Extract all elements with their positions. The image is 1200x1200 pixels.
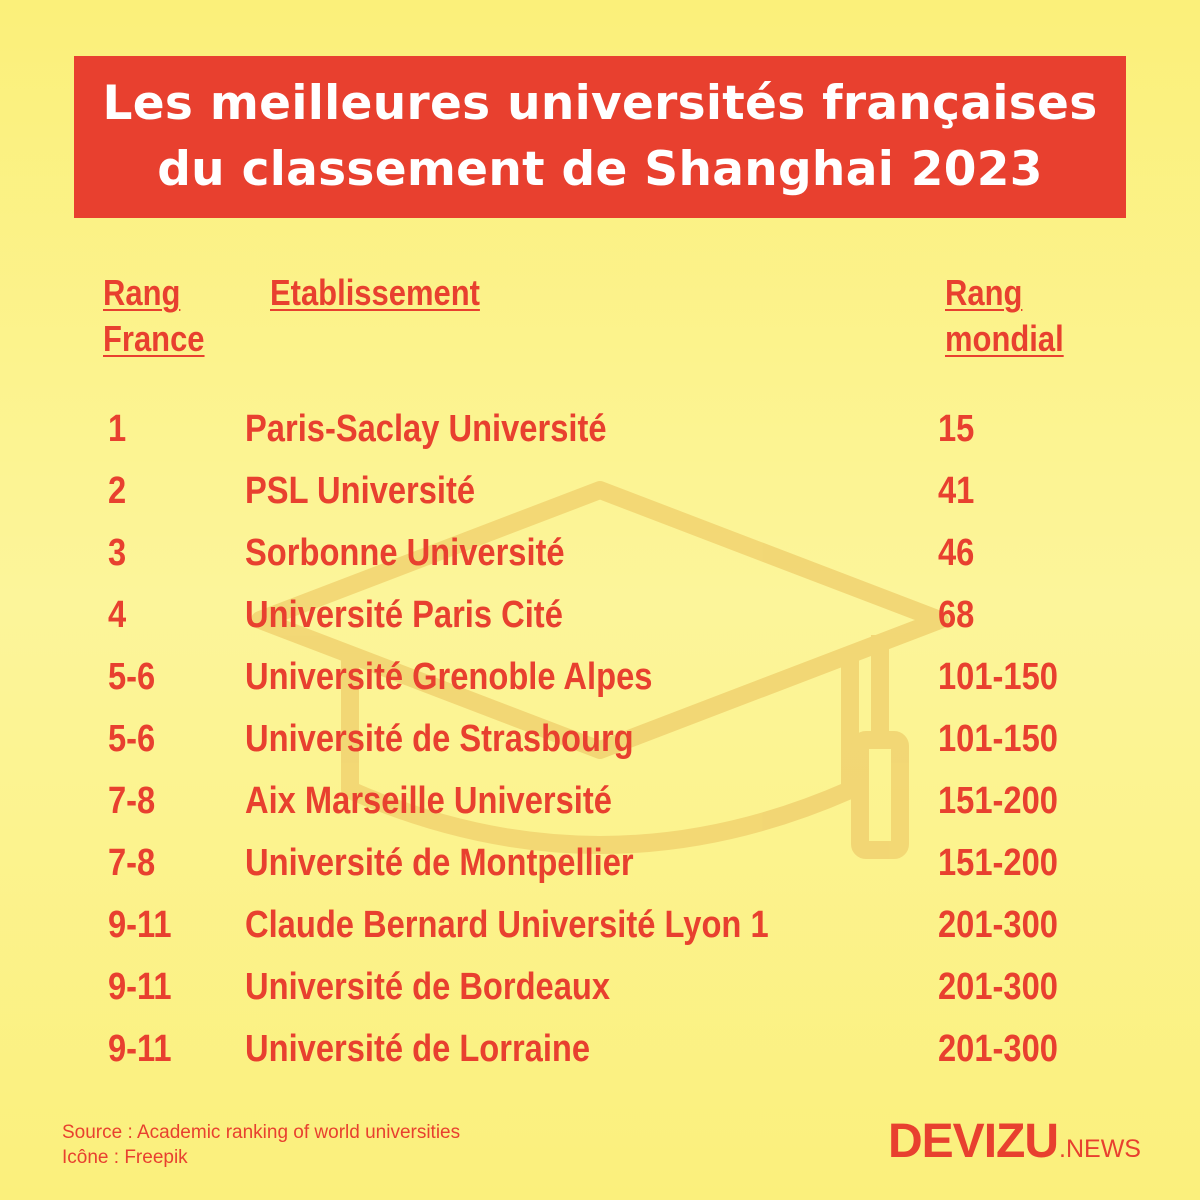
institution-name: Université de Lorraine bbox=[245, 1028, 591, 1070]
title-line-2: du classement de Shanghai 2023 bbox=[157, 142, 1043, 197]
rank-world: 201-300 bbox=[938, 966, 1058, 1008]
title-banner: Les meilleures universités françaises du… bbox=[74, 56, 1126, 218]
title-line-1: Les meilleures universités françaises bbox=[102, 76, 1098, 131]
rank-france: 5-6 bbox=[108, 656, 156, 698]
rank-france: 9-11 bbox=[108, 1028, 172, 1070]
table-row: 7-8 Université de Montpellier 151-200 bbox=[0, 834, 1200, 896]
logo-main-text: DEVIZU bbox=[888, 1115, 1059, 1168]
rank-world: 151-200 bbox=[938, 780, 1058, 822]
header-institution: Etablissement bbox=[270, 272, 480, 313]
rank-france: 9-11 bbox=[108, 904, 172, 946]
institution-name: Aix Marseille Université bbox=[245, 780, 612, 822]
institution-name: Université de Bordeaux bbox=[245, 966, 611, 1008]
institution-name: Paris-Saclay Université bbox=[245, 408, 607, 450]
table-row: 5-6 Université de Strasbourg 101-150 bbox=[0, 710, 1200, 772]
table-row: 9-11 Université de Lorraine 201-300 bbox=[0, 1020, 1200, 1082]
rank-world: 41 bbox=[938, 470, 975, 512]
rank-world: 201-300 bbox=[938, 1028, 1058, 1070]
devizu-logo: DEVIZU.NEWS bbox=[888, 1114, 1141, 1169]
institution-name: Sorbonne Université bbox=[245, 532, 565, 574]
rank-world: 15 bbox=[938, 408, 975, 450]
institution-name: PSL Université bbox=[245, 470, 476, 512]
source-text: Source : Academic ranking of world unive… bbox=[62, 1122, 461, 1143]
table-row: 5-6 Université Grenoble Alpes 101-150 bbox=[0, 648, 1200, 710]
rank-france: 9-11 bbox=[108, 966, 172, 1008]
table-row: 7-8 Aix Marseille Université 151-200 bbox=[0, 772, 1200, 834]
rank-france: 7-8 bbox=[108, 842, 156, 884]
institution-name: Université de Montpellier bbox=[245, 842, 634, 884]
institution-name: Claude Bernard Université Lyon 1 bbox=[245, 904, 769, 946]
ranking-table: 1 Paris-Saclay Université 15 2 PSL Unive… bbox=[0, 400, 1200, 1082]
logo-sub-text: .NEWS bbox=[1059, 1135, 1141, 1163]
graduation-cap-icon bbox=[251, 481, 949, 859]
institution-name: Université de Strasbourg bbox=[245, 718, 634, 760]
rank-world: 46 bbox=[938, 532, 975, 574]
table-row: 3 Sorbonne Université 46 bbox=[0, 524, 1200, 586]
rank-france: 3 bbox=[108, 532, 127, 574]
rank-world: 101-150 bbox=[938, 656, 1058, 698]
header-rank-france: Rang France bbox=[103, 272, 205, 359]
table-row: 4 Université Paris Cité 68 bbox=[0, 586, 1200, 648]
header-rank-world: Rang mondial bbox=[945, 272, 1064, 359]
table-row: 2 PSL Université 41 bbox=[0, 462, 1200, 524]
institution-name: Université Grenoble Alpes bbox=[245, 656, 653, 698]
rank-france: 1 bbox=[108, 408, 127, 450]
institution-name: Université Paris Cité bbox=[245, 594, 563, 636]
table-row: 9-11 Université de Bordeaux 201-300 bbox=[0, 958, 1200, 1020]
rank-world: 101-150 bbox=[938, 718, 1058, 760]
rank-world: 151-200 bbox=[938, 842, 1058, 884]
table-row: 9-11 Claude Bernard Université Lyon 1 20… bbox=[0, 896, 1200, 958]
source-credits: Source : Academic ranking of world unive… bbox=[62, 1120, 460, 1170]
rank-france: 4 bbox=[108, 594, 127, 636]
icon-credit-text: Icône : Freepik bbox=[62, 1147, 188, 1168]
rank-france: 2 bbox=[108, 470, 127, 512]
rank-world: 201-300 bbox=[938, 904, 1058, 946]
rank-world: 68 bbox=[938, 594, 975, 636]
table-row: 1 Paris-Saclay Université 15 bbox=[0, 400, 1200, 462]
rank-france: 5-6 bbox=[108, 718, 156, 760]
rank-france: 7-8 bbox=[108, 780, 156, 822]
